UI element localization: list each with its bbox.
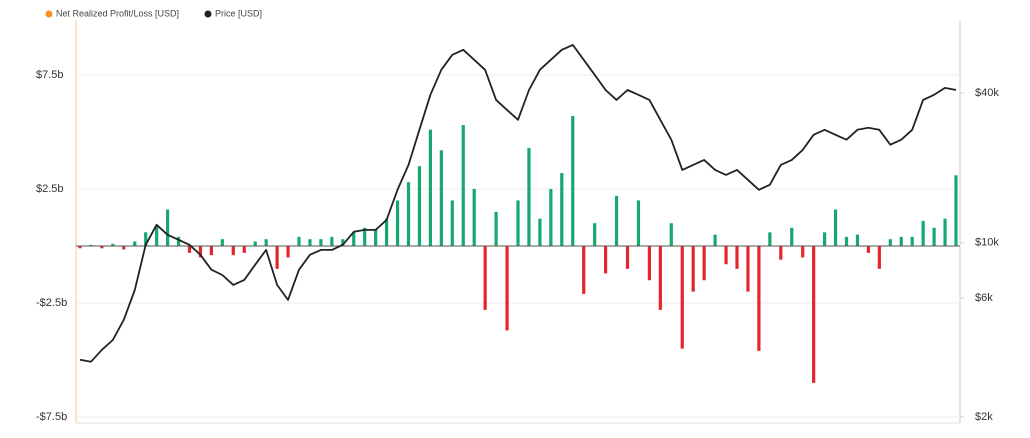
bar [297, 236, 301, 247]
bar [954, 175, 958, 247]
y-tick-label: -$7.5b [36, 411, 67, 423]
bar [319, 239, 323, 247]
bar [483, 246, 487, 310]
y-tick-label: $7.5b [36, 69, 64, 81]
bar [111, 243, 115, 247]
bar [636, 200, 641, 247]
bar [341, 239, 345, 247]
bar [220, 239, 224, 247]
bar [702, 246, 706, 281]
y2-tick-label: $10k [975, 237, 999, 249]
bar [746, 246, 750, 292]
bar [385, 218, 389, 247]
bar [560, 173, 564, 247]
bar [133, 241, 137, 247]
bar [801, 246, 805, 258]
bar [122, 246, 126, 250]
bar [209, 246, 213, 256]
bar [658, 246, 662, 310]
bar [625, 246, 630, 269]
y2-tick-label: $40k [975, 87, 999, 99]
y2-tick-label: $6k [975, 292, 993, 304]
bar [330, 236, 334, 247]
bar [78, 246, 82, 249]
bar [549, 189, 553, 247]
bar [100, 246, 104, 249]
bar [144, 232, 148, 247]
bar [866, 246, 870, 253]
bar [910, 236, 914, 247]
bar [516, 200, 520, 247]
bar [614, 195, 619, 247]
y-tick-label: $2.5b [36, 183, 64, 195]
bar [844, 236, 849, 247]
bar [680, 246, 684, 349]
bar [461, 125, 465, 247]
bar [155, 225, 159, 247]
bar [647, 246, 651, 281]
bar [735, 246, 739, 269]
bar [604, 246, 608, 274]
bar [89, 244, 93, 247]
bar [921, 220, 925, 247]
bar [374, 230, 378, 247]
bar [275, 246, 279, 269]
y2-tick-label: $2k [975, 411, 993, 423]
bar [472, 189, 476, 247]
bar [395, 200, 400, 247]
bar [264, 239, 268, 247]
bar [899, 236, 903, 247]
bar [166, 209, 170, 247]
bar [779, 246, 783, 260]
bar [308, 239, 312, 247]
bar [669, 223, 673, 247]
bar [406, 182, 411, 247]
bar [790, 227, 794, 247]
bar [888, 239, 892, 247]
bar [582, 246, 586, 294]
bar [242, 246, 246, 253]
bar [877, 246, 881, 269]
bar [823, 232, 827, 247]
bar [176, 236, 181, 247]
bar [691, 246, 695, 292]
bar [538, 218, 542, 247]
bar [593, 223, 597, 247]
bar [527, 147, 531, 247]
legend: Net Realized Profit/Loss [USD] Price [US… [45, 8, 262, 18]
bar [417, 166, 422, 247]
bar [932, 227, 936, 247]
bar [494, 211, 498, 247]
bar [428, 129, 432, 247]
bar [363, 227, 367, 247]
bar [352, 232, 356, 247]
bar [713, 234, 717, 247]
legend-marker [204, 10, 212, 18]
bar [286, 246, 290, 258]
lines [79, 44, 957, 363]
legend-label: Price [USD] [215, 8, 262, 18]
bar [768, 232, 772, 247]
y-tick-label: -$2.5b [36, 297, 67, 309]
legend-label: Net Realized Profit/Loss [USD] [56, 8, 179, 18]
bar [724, 246, 728, 265]
bars [76, 116, 960, 383]
bar [855, 234, 860, 247]
bar [812, 246, 816, 383]
legend-marker [45, 10, 53, 18]
labels: $7.5b $2.5b -$2.5b -$7.5b $40k $10k $6k $2k [36, 69, 999, 423]
bar [231, 246, 235, 256]
bar [198, 246, 203, 258]
bar [943, 218, 947, 247]
bar [450, 200, 454, 247]
bar [253, 241, 257, 247]
bar [571, 116, 575, 247]
bar [439, 150, 443, 247]
bar [757, 246, 761, 351]
bar [505, 246, 509, 331]
bar [187, 246, 192, 253]
price-line [79, 44, 957, 363]
bar [833, 209, 838, 247]
